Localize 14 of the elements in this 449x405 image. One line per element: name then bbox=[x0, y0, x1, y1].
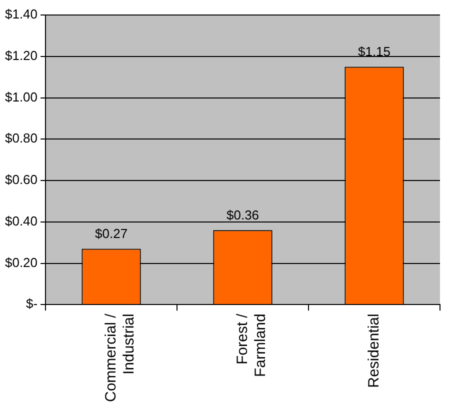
data-label: $0.36 bbox=[226, 207, 260, 222]
y-tick-label: $0.40 bbox=[4, 213, 38, 228]
y-tick-label: $0.80 bbox=[4, 130, 38, 146]
y-tick-label: $0.20 bbox=[4, 254, 38, 270]
data-label: $1.15 bbox=[358, 44, 391, 59]
x-tick-label: Commercial / Industrial bbox=[102, 312, 138, 402]
y-tick-label: $0.60 bbox=[4, 172, 38, 188]
x-tick-label: Residential bbox=[365, 314, 382, 388]
y-tick-label: $- bbox=[26, 296, 38, 312]
y-tick-label: $1.40 bbox=[4, 6, 38, 22]
data-label: $0.27 bbox=[95, 226, 128, 241]
y-tick-label: $1.20 bbox=[4, 48, 38, 63]
y-tick-label: $1.00 bbox=[4, 89, 38, 104]
x-tick-label: Forest / Farmland bbox=[234, 312, 269, 378]
